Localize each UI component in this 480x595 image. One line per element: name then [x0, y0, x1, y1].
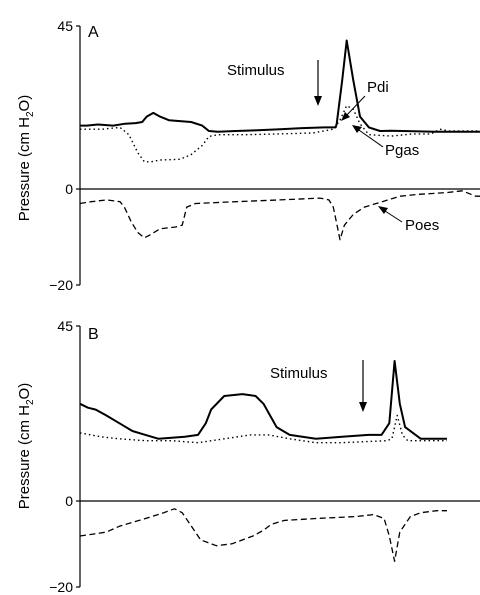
- panel-a-pgas-leader: [355, 127, 384, 148]
- panel-a-series-pgas: [80, 105, 480, 163]
- panel-a-pdi-label: Pdi: [367, 79, 389, 96]
- panel-b-series-pgas: [79, 414, 447, 444]
- panel-a-stimulus-label: Stimulus: [227, 62, 285, 79]
- panel-b: 45 0 −20 Pressure (cm H2O) B Stimulus: [16, 318, 480, 595]
- panel-a-poes-arrowhead: [378, 206, 388, 214]
- panel-b-tick-label-0: 0: [65, 493, 73, 509]
- panel-b-letter: B: [88, 326, 99, 343]
- panel-a-tick-label-45: 45: [57, 18, 73, 34]
- panel-b-stimulus-label: Stimulus: [270, 365, 328, 382]
- panel-b-tick-label-45: 45: [57, 318, 73, 334]
- panel-a: 45 0 −20 Pressure (cm H2O) A Stimulus Pd…: [16, 18, 480, 293]
- panel-b-series-poes: [79, 508, 447, 562]
- panel-b-series: [79, 360, 447, 562]
- panel-a-series-poes: [79, 190, 480, 241]
- panel-a-poes-label: Poes: [405, 217, 439, 234]
- panel-a-tick-label-0: 0: [65, 181, 73, 197]
- panel-b-stimulus-arrowhead: [359, 402, 367, 412]
- panel-a-y-axis-label: Pressure (cm H2O): [16, 95, 36, 221]
- panel-a-pdi-arrowhead: [341, 112, 350, 121]
- panel-a-series: [79, 39, 480, 241]
- panel-a-pgas-label: Pgas: [385, 142, 419, 159]
- panel-a-series-pdi: [80, 39, 480, 133]
- panel-b-series-pdi: [79, 360, 447, 440]
- panel-a-tick-label-neg20: −20: [49, 277, 73, 293]
- panel-a-pgas-arrowhead: [352, 125, 362, 133]
- panel-a-letter: A: [88, 24, 99, 41]
- panel-a-stimulus-arrowhead: [314, 96, 322, 106]
- panel-b-y-axis-label: Pressure (cm H2O): [16, 383, 36, 509]
- panel-b-tick-label-neg20: −20: [49, 579, 73, 595]
- panel-a-pdi-leader: [344, 95, 366, 118]
